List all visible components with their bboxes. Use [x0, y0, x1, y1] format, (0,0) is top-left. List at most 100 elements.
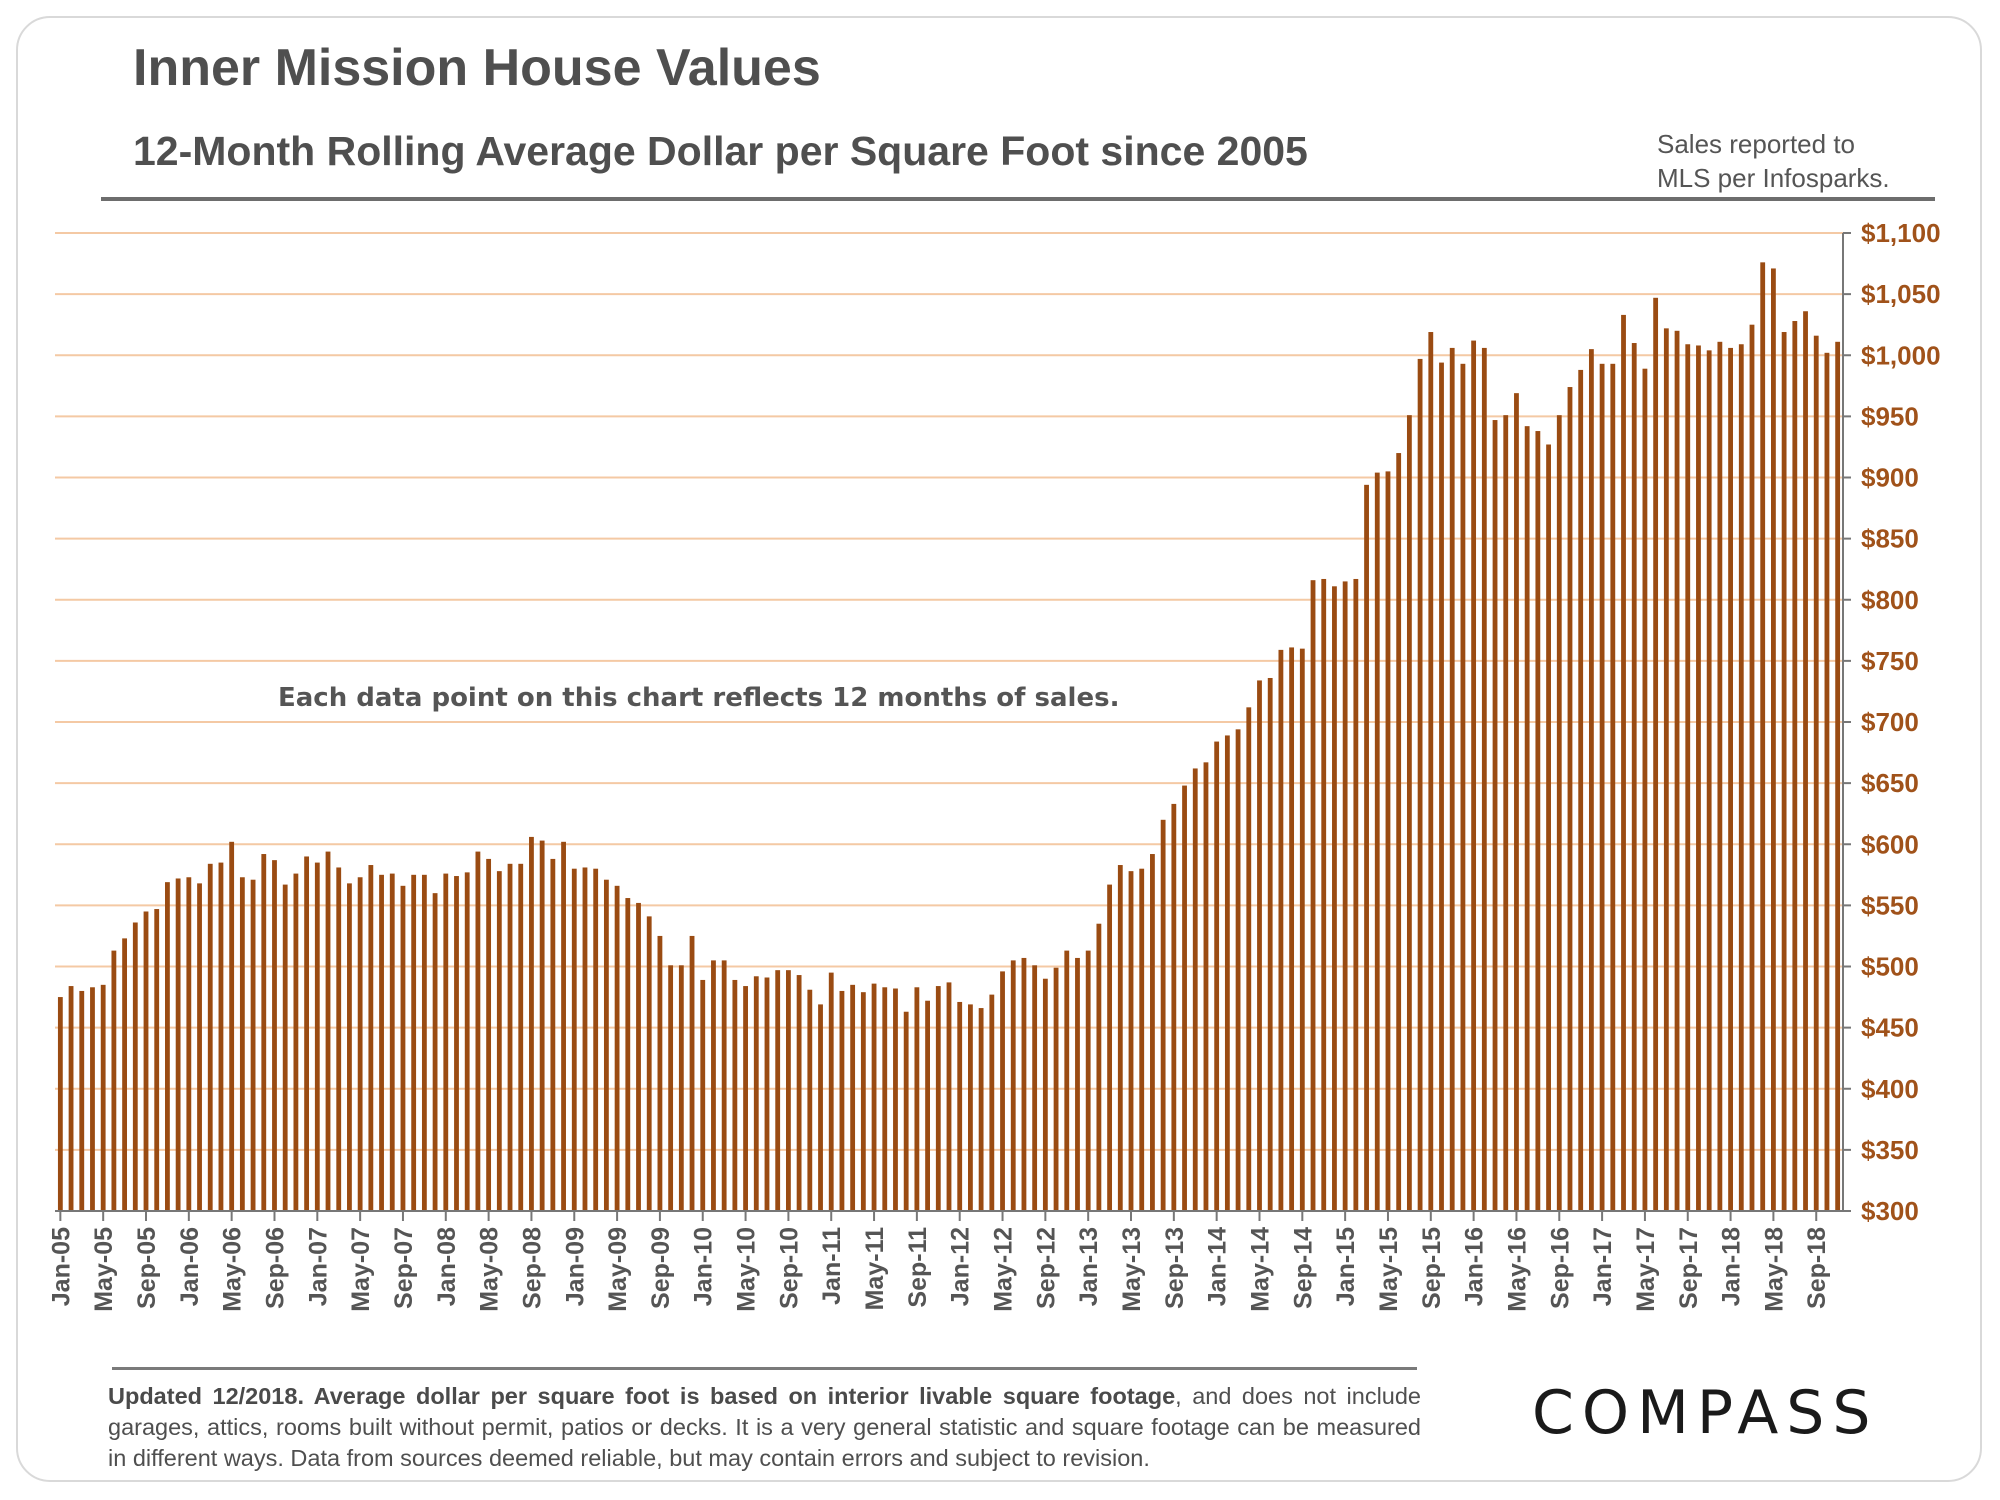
bar: [336, 867, 342, 1211]
bar: [1824, 352, 1830, 1211]
bar: [1770, 268, 1776, 1211]
bar: [1610, 363, 1616, 1211]
x-tick-label: Sep-06: [261, 1227, 289, 1309]
y-tick-label: $550: [1861, 890, 1919, 920]
bar: [1792, 321, 1798, 1211]
bar: [68, 986, 74, 1211]
bar: [1663, 328, 1669, 1212]
x-tick-label: Jan-08: [433, 1227, 461, 1306]
bar: [860, 992, 866, 1211]
bar: [732, 979, 738, 1211]
bar: [379, 874, 384, 1211]
footnote: Updated 12/2018. Average dollar per squa…: [108, 1381, 1421, 1474]
bar: [1032, 965, 1038, 1211]
bar: [1021, 957, 1027, 1211]
bar: [1321, 578, 1327, 1211]
bar: [711, 960, 716, 1211]
x-tick-label: Jan-14: [1204, 1227, 1232, 1306]
bar: [1096, 923, 1102, 1211]
bar: [314, 862, 320, 1211]
bar: [165, 882, 170, 1211]
bar: [657, 935, 663, 1211]
bar: [1053, 967, 1059, 1211]
footnote-bold: Updated 12/2018. Average dollar per squa…: [108, 1383, 1176, 1409]
source-note-line-1: Sales reported to: [1657, 129, 1856, 159]
bar: [893, 988, 898, 1211]
source-note-line-2: MLS per Infosparks.: [1657, 163, 1890, 193]
bar: [1246, 707, 1252, 1211]
x-tick-label: Sep-10: [775, 1227, 803, 1309]
x-tick-label: May-08: [476, 1227, 504, 1312]
bar: [1085, 950, 1091, 1211]
x-tick-label: Sep-18: [1803, 1227, 1831, 1309]
x-tick-label: Jan-09: [561, 1227, 589, 1306]
bar: [764, 977, 770, 1211]
bar: [1117, 865, 1123, 1211]
bar: [978, 1008, 984, 1211]
bar: [1332, 586, 1337, 1211]
bar: [154, 909, 160, 1211]
bar: [1685, 344, 1691, 1211]
bar: [839, 990, 845, 1211]
source-note: Sales reported to MLS per Infosparks.: [1657, 127, 1957, 195]
bar: [1364, 484, 1369, 1212]
bars: [57, 262, 1841, 1212]
x-tick-label: Sep-15: [1418, 1227, 1446, 1309]
bar: [1075, 957, 1080, 1211]
bar: [882, 987, 888, 1211]
x-tick-label: May-15: [1375, 1227, 1403, 1312]
bar: [1471, 340, 1477, 1212]
x-tick-label: Sep-07: [390, 1227, 418, 1309]
bar: [218, 862, 224, 1211]
x-tick-label: Sep-05: [133, 1227, 161, 1309]
bar: [1171, 803, 1177, 1211]
y-tick-label: $950: [1861, 401, 1919, 431]
bar: [957, 1001, 963, 1211]
x-tick-label: May-07: [347, 1227, 375, 1312]
bar: [1406, 415, 1412, 1212]
bar: [90, 987, 95, 1211]
x-tick-label: Jan-11: [818, 1227, 846, 1305]
bar: [1267, 677, 1273, 1211]
bar: [1278, 649, 1284, 1211]
bar: [1010, 960, 1016, 1211]
bar: [925, 1000, 930, 1211]
bar: [507, 863, 513, 1211]
bar: [1717, 341, 1723, 1211]
bar: [1738, 344, 1744, 1211]
bar: [421, 874, 427, 1211]
x-tick-label: May-05: [90, 1227, 118, 1312]
bar: [1556, 415, 1562, 1212]
bar: [689, 935, 695, 1211]
bar: [582, 867, 588, 1211]
bar: [1514, 393, 1519, 1212]
bar: [614, 885, 620, 1211]
bar: [1342, 581, 1348, 1211]
bar: [1631, 343, 1637, 1211]
y-tick-label: $650: [1861, 768, 1919, 798]
bar: [347, 883, 352, 1211]
bar: [1481, 347, 1487, 1211]
x-tick-label: Sep-09: [647, 1227, 675, 1309]
bar: [1192, 768, 1198, 1211]
x-tick-label: May-18: [1760, 1227, 1788, 1312]
bar: [400, 885, 406, 1211]
bar: [914, 987, 920, 1211]
bar: [850, 984, 856, 1211]
x-tick-label: May-11: [861, 1227, 889, 1310]
bar: [603, 879, 609, 1211]
x-tick-label: Sep-12: [1032, 1227, 1060, 1309]
bar: [1535, 431, 1541, 1211]
bar: [1439, 362, 1444, 1212]
bar: [935, 986, 941, 1211]
bar: [1492, 420, 1498, 1212]
bar: [775, 970, 781, 1211]
bar: [1599, 363, 1605, 1211]
bar: [272, 860, 277, 1211]
bar: [785, 970, 791, 1211]
bar: [1653, 297, 1659, 1212]
y-tick-label: $900: [1861, 463, 1919, 493]
bar: [486, 858, 492, 1211]
x-tick-label: Jan-17: [1589, 1227, 1617, 1306]
bar: [282, 884, 288, 1211]
